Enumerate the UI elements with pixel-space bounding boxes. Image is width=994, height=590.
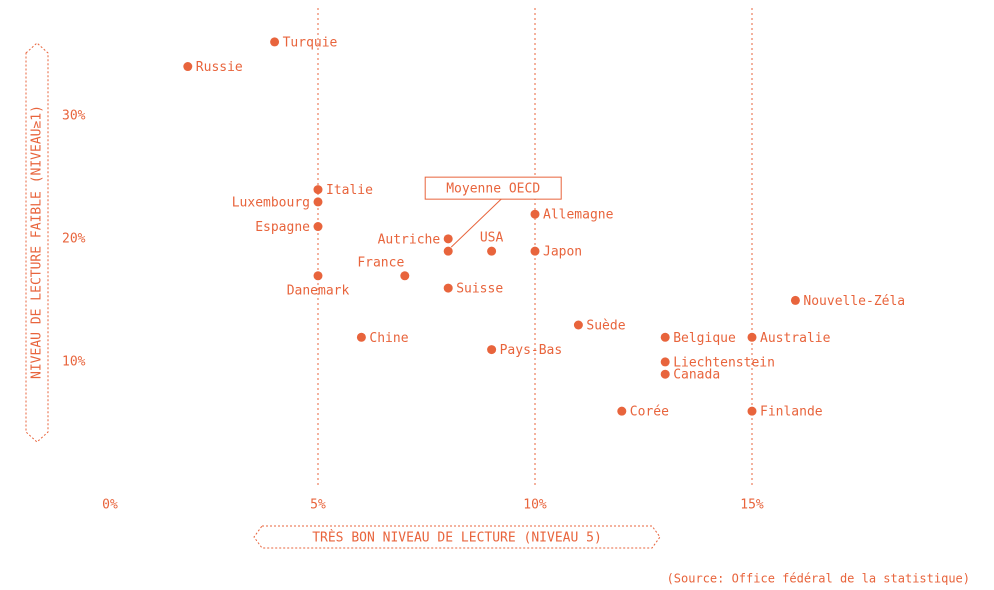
point-label: Chine	[369, 331, 408, 346]
point	[443, 234, 453, 244]
point-label: Moyenne OECD	[446, 182, 540, 197]
x-tick-label: 10%	[523, 498, 547, 513]
point	[443, 246, 453, 256]
point	[660, 357, 670, 367]
x-axis-label: TRÈS BON NIVEAU DE LECTURE (NIVEAU 5)	[312, 530, 602, 546]
point-label: France	[357, 255, 404, 270]
point	[356, 332, 366, 342]
point	[790, 295, 800, 305]
point-label: Belgique	[673, 331, 736, 346]
point-label: Japon	[543, 245, 582, 260]
point	[747, 332, 757, 342]
source: (Source: Office fédéral de la statistiqu…	[667, 572, 970, 586]
point-label: Canada	[673, 368, 720, 383]
point-label: Italie	[326, 183, 373, 198]
point	[617, 406, 627, 416]
point	[487, 345, 497, 355]
point	[660, 332, 670, 342]
annotation-box	[424, 176, 562, 200]
point-label: Danemark	[287, 283, 350, 298]
point-label: Liechtenstein	[673, 355, 775, 370]
point	[313, 197, 323, 207]
point	[747, 406, 757, 416]
point	[660, 369, 670, 379]
point-label: Suisse	[456, 282, 503, 297]
y-tick-label: 20%	[62, 231, 86, 246]
y-tick-label: 10%	[62, 354, 86, 369]
x-tick-label: 5%	[310, 498, 326, 513]
point-label: Corée	[630, 405, 669, 420]
x-tick-label: 0%	[102, 498, 118, 513]
point	[443, 283, 453, 293]
point	[313, 222, 323, 232]
x-tick-label: 15%	[740, 498, 764, 513]
point	[183, 62, 193, 72]
point-label: Russie	[196, 60, 243, 75]
point	[573, 320, 583, 330]
leader-line	[450, 198, 502, 248]
point	[487, 246, 497, 256]
point	[530, 209, 540, 219]
point-label: Nouvelle-Zéla	[803, 294, 905, 309]
point-label: Luxembourg	[232, 195, 310, 210]
point-label: Suède	[586, 319, 625, 334]
y-tick-label: 30%	[62, 108, 86, 123]
point	[530, 246, 540, 256]
point	[400, 271, 410, 281]
point-label: Australie	[760, 331, 831, 346]
point	[270, 37, 280, 47]
y-label-frame	[25, 42, 49, 443]
point	[313, 271, 323, 281]
point-label: Autriche	[378, 232, 441, 247]
point-label: USA	[480, 231, 504, 246]
y-axis-label: NIVEAU DE LECTURE FAIBLE (NIVEAU≥1)	[30, 105, 45, 379]
point	[313, 185, 323, 195]
point-label: Turquie	[283, 35, 338, 50]
point-label: Allemagne	[543, 208, 614, 223]
point-label: Finlande	[760, 405, 823, 420]
x-label-frame	[253, 525, 661, 549]
point-label: Espagne	[255, 220, 310, 235]
point-label: Pays-Bas	[500, 343, 563, 358]
